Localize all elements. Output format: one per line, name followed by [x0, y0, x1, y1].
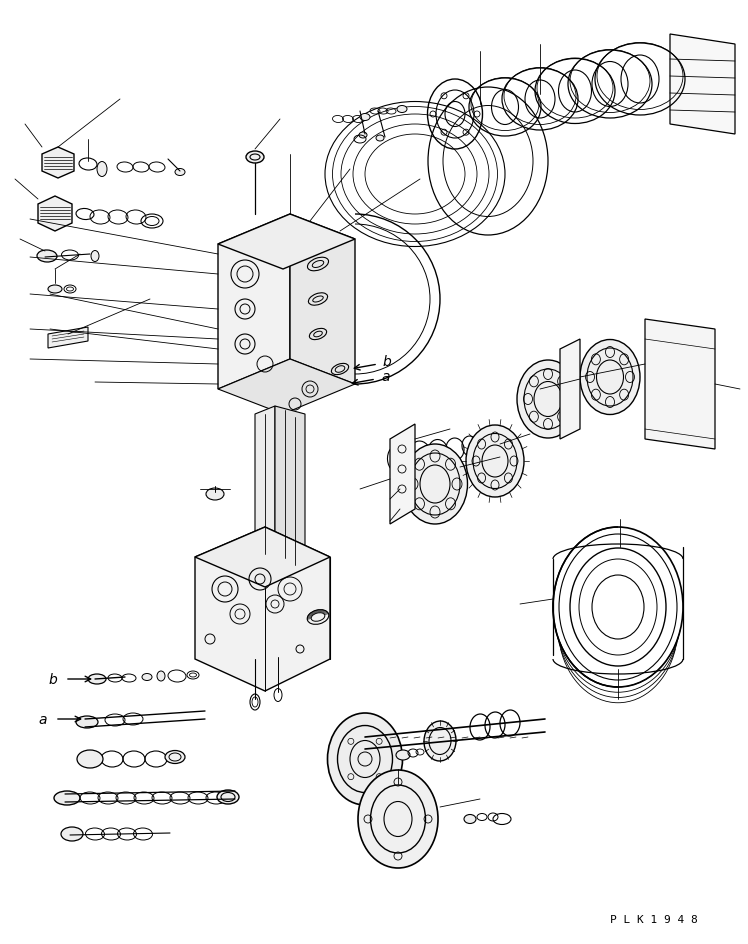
Text: a: a	[381, 370, 390, 383]
Polygon shape	[218, 215, 355, 270]
Ellipse shape	[54, 791, 80, 805]
Ellipse shape	[376, 136, 384, 142]
Circle shape	[358, 752, 372, 767]
Ellipse shape	[76, 716, 98, 728]
Polygon shape	[645, 320, 715, 449]
Polygon shape	[560, 340, 580, 440]
Polygon shape	[195, 528, 330, 691]
Ellipse shape	[88, 674, 106, 684]
Ellipse shape	[157, 671, 165, 682]
Ellipse shape	[142, 674, 152, 681]
Ellipse shape	[165, 750, 185, 764]
Polygon shape	[390, 425, 415, 525]
Text: b: b	[49, 672, 57, 686]
Polygon shape	[195, 528, 330, 587]
Ellipse shape	[328, 714, 402, 805]
Ellipse shape	[517, 361, 579, 439]
Text: a: a	[38, 712, 47, 726]
Polygon shape	[48, 328, 88, 348]
Polygon shape	[42, 148, 74, 178]
Ellipse shape	[359, 133, 367, 139]
Polygon shape	[218, 215, 290, 390]
Polygon shape	[290, 215, 355, 384]
Ellipse shape	[358, 770, 438, 868]
Ellipse shape	[91, 251, 99, 262]
Ellipse shape	[77, 750, 103, 768]
Polygon shape	[670, 35, 735, 135]
Ellipse shape	[464, 815, 476, 823]
Ellipse shape	[175, 169, 185, 177]
Polygon shape	[255, 407, 275, 563]
Ellipse shape	[61, 827, 83, 841]
Ellipse shape	[97, 162, 107, 177]
Ellipse shape	[48, 286, 62, 294]
Ellipse shape	[424, 721, 456, 761]
Polygon shape	[275, 407, 305, 563]
Ellipse shape	[466, 426, 524, 497]
Polygon shape	[218, 360, 355, 414]
Ellipse shape	[397, 107, 407, 113]
Ellipse shape	[402, 445, 468, 525]
Text: P L K 1 9 4 8: P L K 1 9 4 8	[610, 914, 698, 924]
Text: b: b	[383, 355, 392, 368]
Ellipse shape	[360, 114, 370, 122]
Ellipse shape	[396, 750, 410, 760]
Ellipse shape	[206, 488, 224, 500]
Ellipse shape	[580, 340, 640, 415]
Ellipse shape	[217, 790, 239, 804]
Ellipse shape	[37, 251, 57, 262]
Ellipse shape	[246, 152, 264, 164]
Polygon shape	[38, 196, 72, 232]
